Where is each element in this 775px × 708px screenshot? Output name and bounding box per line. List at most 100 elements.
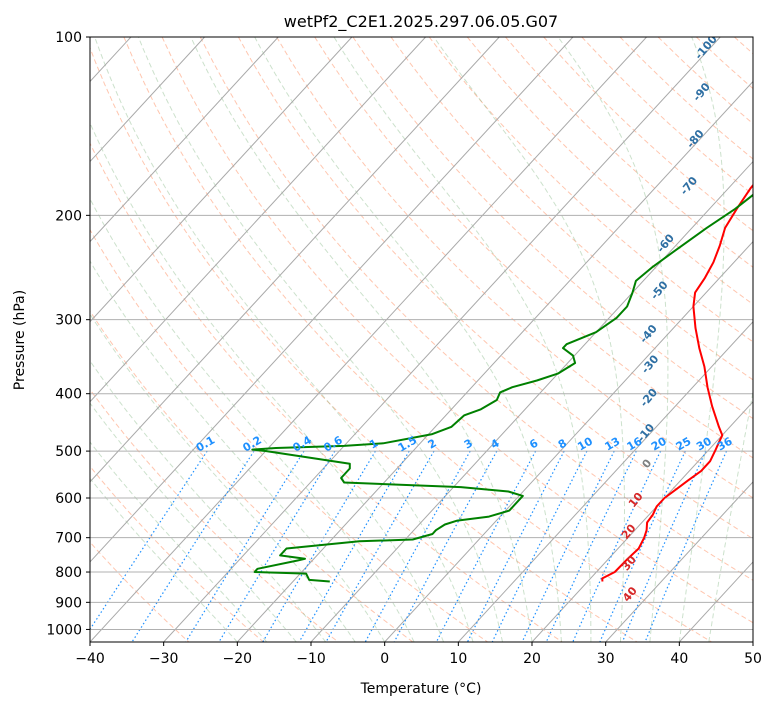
mixing-ratio-line bbox=[131, 450, 255, 642]
dry-adiabat-label: -50 bbox=[648, 278, 671, 302]
moist-adiabat-line bbox=[557, 37, 669, 642]
isotherm-line bbox=[90, 37, 574, 563]
mixing-ratio-line bbox=[435, 450, 537, 642]
isotherm-line bbox=[90, 37, 279, 243]
mixing-ratio-line bbox=[521, 450, 615, 642]
dry-adiabat-line bbox=[199, 37, 753, 581]
dry-adiabat-line bbox=[390, 37, 753, 381]
moist-adiabat-line bbox=[90, 441, 268, 642]
moist-adiabat-line bbox=[90, 121, 445, 642]
dry-adiabat-line bbox=[695, 37, 753, 90]
y-tick-label: 200 bbox=[55, 208, 82, 224]
x-tick-label: 10 bbox=[449, 651, 467, 667]
mixing-ratio-line bbox=[325, 450, 435, 642]
x-tick-label: 30 bbox=[597, 651, 615, 667]
moist-adiabat-line bbox=[90, 260, 386, 642]
mixing-ratio-line bbox=[185, 450, 305, 642]
mixing-ratio-line bbox=[393, 450, 498, 642]
y-tick-label: 900 bbox=[55, 595, 82, 611]
plot-frame bbox=[89, 36, 754, 643]
dry-adiabat-line bbox=[90, 46, 638, 642]
data-series bbox=[251, 183, 753, 583]
isotherm-line bbox=[384, 240, 753, 642]
isotherm-line bbox=[752, 641, 753, 642]
moist-adiabat-line bbox=[190, 37, 533, 642]
dry-adiabat-line bbox=[466, 37, 753, 305]
x-tick-label: −30 bbox=[149, 651, 179, 667]
dry-adiabat-line bbox=[734, 37, 753, 55]
y-axis-label: Pressure (hPa) bbox=[12, 290, 28, 390]
dry-adiabat-label: -40 bbox=[637, 322, 660, 346]
dry-adiabat-label: 10 bbox=[626, 490, 646, 510]
mixing-ratio-line bbox=[364, 450, 471, 642]
background-lines bbox=[90, 37, 753, 642]
mixing-ratio-label: 2 bbox=[426, 437, 439, 452]
dry-adiabat-line bbox=[581, 37, 753, 196]
y-tick-label: 1000 bbox=[46, 622, 82, 638]
isotherm-line bbox=[605, 481, 753, 642]
isotherm-line bbox=[90, 37, 426, 403]
mixing-ratio-line bbox=[298, 450, 410, 642]
dry-adiabat-line bbox=[90, 465, 264, 642]
dewpoint-profile-line bbox=[251, 193, 753, 583]
dry-adiabat-label: -90 bbox=[690, 80, 713, 104]
x-tick-label: −40 bbox=[75, 651, 105, 667]
dry-adiabat-label: -20 bbox=[637, 386, 660, 410]
mixing-ratio-line bbox=[466, 450, 565, 642]
moist-adiabat-line bbox=[94, 37, 474, 642]
isotherm-line bbox=[457, 320, 753, 642]
mixing-ratio-label: 4 bbox=[488, 436, 501, 451]
isotherm-line bbox=[90, 37, 205, 163]
moist-adiabat-line bbox=[708, 389, 753, 642]
y-tick-label: 600 bbox=[55, 491, 82, 507]
y-tick-label: 300 bbox=[55, 313, 82, 329]
moist-adiabat-line bbox=[254, 37, 562, 642]
isotherm-line bbox=[163, 37, 721, 642]
x-tick-label: −10 bbox=[296, 651, 326, 667]
mixing-ratio-line bbox=[491, 450, 588, 642]
y-tick-label: 100 bbox=[55, 30, 82, 46]
pressure-grid bbox=[90, 37, 753, 630]
y-tick-label: 400 bbox=[55, 387, 82, 403]
isotherm-line bbox=[310, 160, 753, 642]
mixing-ratio-line bbox=[599, 450, 686, 642]
dry-adiabat-line bbox=[90, 142, 563, 642]
dry-adiabat-line bbox=[314, 37, 753, 459]
dry-adiabat-label: 30 bbox=[619, 553, 639, 573]
dry-adiabat-label: -70 bbox=[678, 174, 701, 198]
temperature-profile-line bbox=[601, 183, 753, 582]
y-tick-label: 700 bbox=[55, 531, 82, 547]
moist-adiabat-line bbox=[90, 477, 238, 642]
dry-adiabat-line bbox=[237, 37, 753, 540]
isotherm-line bbox=[90, 37, 647, 642]
isotherm-line bbox=[90, 37, 353, 323]
x-tick-label: −20 bbox=[223, 651, 253, 667]
x-tick-label: 40 bbox=[670, 651, 688, 667]
dry-adiabat-label: -30 bbox=[639, 352, 662, 376]
mixing-ratio-line bbox=[218, 450, 336, 642]
moist-adiabat-line bbox=[433, 37, 625, 642]
isotherm-line bbox=[90, 37, 500, 483]
dry-adiabat-line bbox=[123, 37, 712, 642]
x-tick-label: 20 bbox=[523, 651, 541, 667]
moist-adiabat-line bbox=[333, 37, 592, 642]
mixing-ratio-line bbox=[545, 450, 637, 642]
dry-adiabat-line bbox=[90, 388, 339, 642]
isotherm-line bbox=[531, 401, 753, 642]
dry-adiabat-line bbox=[90, 541, 190, 642]
y-tick-label: 500 bbox=[55, 444, 82, 460]
mixing-ratio-line bbox=[644, 450, 728, 642]
dry-adiabat-line bbox=[428, 37, 753, 343]
dry-adiabat-line bbox=[90, 310, 414, 642]
dry-adiabat-line bbox=[90, 228, 488, 642]
moist-adiabat-line bbox=[137, 37, 503, 642]
dry-adiabat-line bbox=[276, 37, 753, 499]
dry-adiabat-line bbox=[352, 37, 753, 420]
moist-adiabat-line bbox=[90, 197, 415, 642]
line-labels: 0.1 0.2 0.4 0.6 1 1.5 2 3 4 6 8 10 13 16 20 25 30 36-100-… bbox=[194, 37, 735, 604]
dry-adiabat-label: -80 bbox=[684, 127, 707, 151]
mixing-ratio-line bbox=[90, 450, 208, 631]
x-tick-label: 50 bbox=[744, 651, 762, 667]
isotherm-line bbox=[678, 561, 753, 642]
